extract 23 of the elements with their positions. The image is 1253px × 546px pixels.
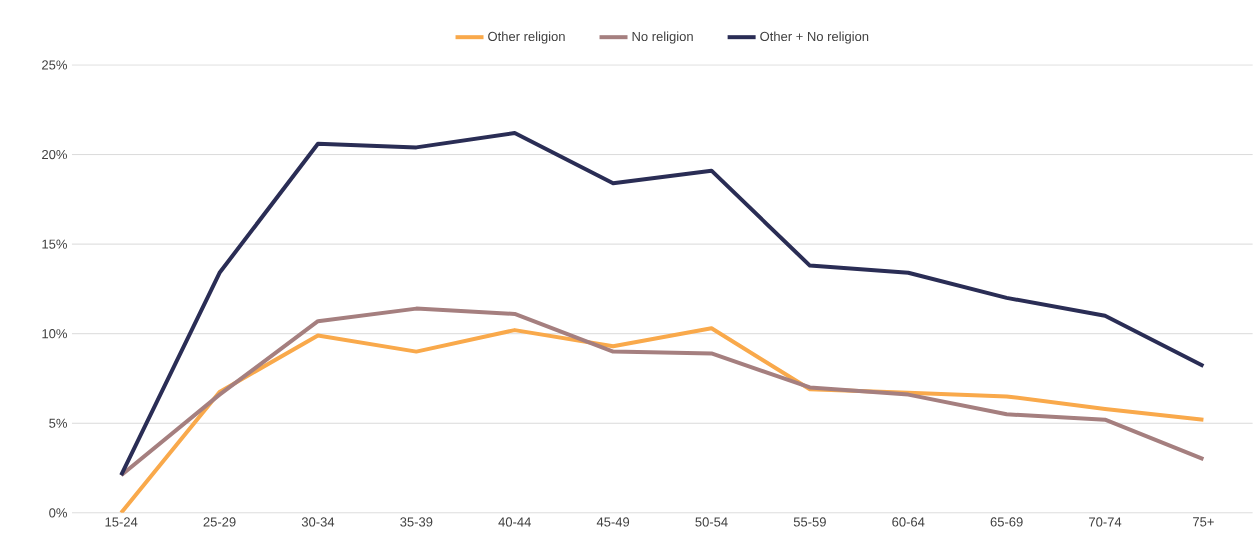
- x-tick-label: 45-49: [596, 517, 630, 527]
- y-tick-label: 20%: [42, 150, 67, 160]
- x-tick-label: 25-29: [203, 517, 236, 527]
- y-tick-label: 5%: [49, 418, 67, 428]
- x-tick-label: 35-39: [400, 517, 433, 527]
- y-tick-label: 15%: [42, 239, 67, 249]
- x-tick-label: 40-44: [498, 517, 531, 527]
- x-tick-label: 55-59: [793, 517, 826, 527]
- x-tick-label: 75+: [1193, 517, 1214, 527]
- x-tick-label: 15-24: [105, 517, 138, 527]
- y-tick-label: 10%: [42, 329, 67, 339]
- legend-label: No religion: [632, 31, 693, 44]
- line-series: [119, 131, 1206, 478]
- x-tick-label: 70-74: [1089, 517, 1122, 527]
- x-tick-label: 65-69: [990, 517, 1023, 527]
- x-tick-label: 30-34: [301, 517, 335, 527]
- x-tick-label: 60-64: [892, 517, 925, 527]
- y-tick-label: 0%: [49, 508, 67, 518]
- legend-label: Other + No religion: [760, 31, 869, 44]
- y-tick-label: 25%: [42, 60, 67, 70]
- line-series: [119, 306, 1206, 478]
- x-tick-label: 50-54: [695, 517, 728, 527]
- legend-label: Other religion: [488, 31, 565, 44]
